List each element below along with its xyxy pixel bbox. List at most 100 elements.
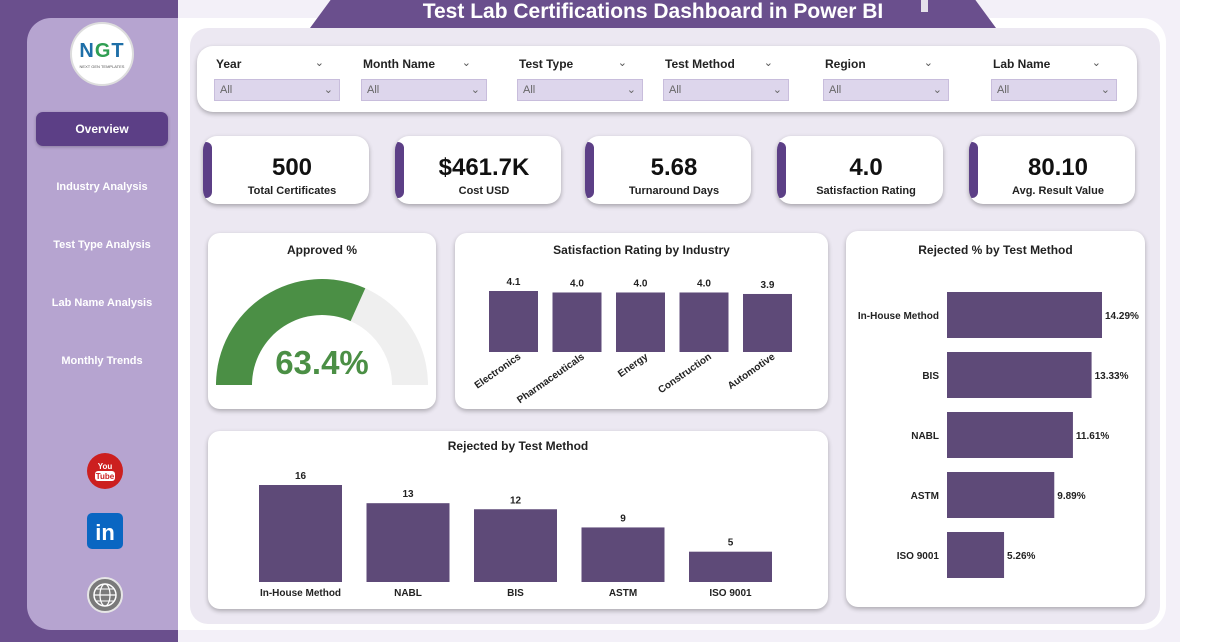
bar: [581, 527, 665, 582]
kpi-value: 4.0: [849, 154, 883, 181]
kpi-accent-bar: [777, 142, 786, 198]
data-label: 3.9: [761, 280, 775, 291]
data-label: 11.61%: [1076, 431, 1109, 442]
globe-icon[interactable]: [86, 576, 124, 614]
kpi-accent-bar: [585, 142, 594, 198]
kpi-card-turnaround-days: 5.68 Turnaround Days: [585, 136, 751, 204]
chart-title: Rejected % by Test Method: [918, 243, 1073, 257]
filter-label: Test Method: [665, 57, 735, 71]
filter-region: Region ⌄ All ⌄: [807, 52, 949, 102]
category-label: In-House Method: [260, 588, 341, 599]
rejected-pct-by-test-method-card: Rejected % by Test Method 14.29% In-House…: [846, 231, 1145, 607]
data-label: 9.89%: [1057, 491, 1085, 502]
bar: [616, 292, 665, 352]
svg-text:Tube: Tube: [96, 472, 115, 481]
data-label: 4.0: [697, 278, 711, 289]
filter-month-name: Month Name ⌄ All ⌄: [345, 52, 487, 102]
data-label: 5: [728, 538, 734, 549]
kpi-card-total-certificates: 500 Total Certificates: [203, 136, 369, 204]
bar: [489, 291, 538, 352]
nav-item-industry-analysis[interactable]: Industry Analysis: [36, 170, 168, 204]
kpi-label: Total Certificates: [247, 185, 337, 197]
bar: [552, 292, 602, 352]
filter-label: Test Type: [519, 57, 574, 71]
gauge-value-label: 63.4%: [275, 344, 369, 381]
filter-select[interactable]: All ⌄: [663, 79, 789, 101]
chevron-down-icon: ⌄: [1100, 84, 1110, 96]
chevron-down-icon: ⌄: [772, 84, 782, 96]
data-label: 12: [510, 495, 522, 506]
category-label: ASTM: [609, 588, 637, 599]
data-label: 4.1: [507, 277, 521, 288]
filter-select[interactable]: All ⌄: [361, 79, 487, 101]
svg-text:You: You: [98, 462, 113, 471]
chevron-down-icon[interactable]: ⌄: [923, 57, 933, 69]
nav-item-lab-name-analysis[interactable]: Lab Name Analysis: [36, 286, 168, 320]
kpi-card-satisfaction-rating: 4.0 Satisfaction Rating: [777, 136, 943, 204]
filter-value: All: [367, 84, 380, 96]
category-label: Pharmaceuticals: [515, 351, 587, 406]
nav-item-label: Overview: [75, 122, 129, 136]
bar: [947, 532, 1005, 578]
bar: [947, 472, 1055, 518]
chevron-down-icon: ⌄: [470, 84, 480, 96]
bar: [366, 503, 450, 582]
bar: [259, 485, 342, 582]
nav-item-test-type-analysis[interactable]: Test Type Analysis: [36, 228, 168, 262]
category-label: Construction: [656, 351, 713, 396]
kpi-accent-bar: [395, 142, 404, 198]
chevron-down-icon[interactable]: ⌄: [461, 57, 471, 69]
category-label: Electronics: [473, 351, 524, 391]
chevron-down-icon[interactable]: ⌄: [617, 57, 627, 69]
bar: [689, 551, 772, 582]
kpi-value: 500: [271, 154, 313, 181]
data-label: 4.0: [634, 278, 648, 289]
category-label: Automotive: [726, 351, 778, 392]
nav-item-overview[interactable]: Overview: [36, 112, 168, 146]
logo-text: NGT: [79, 39, 125, 62]
chevron-down-icon: ⌄: [932, 84, 942, 96]
chevron-down-icon: ⌄: [626, 84, 636, 96]
kpi-card-cost-usd: $461.7K Cost USD: [395, 136, 561, 204]
kpi-label: Cost USD: [458, 185, 510, 197]
data-label: 5.26%: [1007, 551, 1035, 562]
nav-item-monthly-trends[interactable]: Monthly Trends: [36, 344, 168, 378]
data-label: 13: [402, 489, 414, 500]
filter-value: All: [669, 84, 682, 96]
youtube-icon[interactable]: You Tube: [86, 452, 124, 490]
filter-test-method: Test Method ⌄ All ⌄: [647, 52, 789, 102]
approved-gauge-card: Approved % 63.4%: [208, 233, 436, 409]
kpi-value: 80.10: [1027, 154, 1089, 181]
kpi-value: $461.7K: [438, 154, 530, 181]
category-label: BIS: [922, 371, 939, 382]
chevron-down-icon[interactable]: ⌄: [763, 57, 773, 69]
category-label: ISO 9001: [709, 588, 752, 599]
bar: [947, 412, 1073, 458]
logo: NGT NEXT GEN TEMPLATES: [70, 22, 134, 86]
kpi-accent-bar: [969, 142, 978, 198]
right-background-band: [1180, 0, 1210, 642]
filter-label: Lab Name: [993, 57, 1051, 71]
chart-title: Rejected by Test Method: [447, 439, 589, 453]
chevron-down-icon[interactable]: ⌄: [314, 57, 324, 69]
logo-subtext: NEXT GEN TEMPLATES: [79, 63, 125, 69]
category-label: BIS: [507, 588, 524, 599]
bar: [474, 509, 557, 582]
satisfaction-bar-chart: 4.1 Electronics 4.0 Pharmaceuticals 4.0 Energ…: [473, 277, 792, 406]
nav-item-label: Test Type Analysis: [53, 239, 151, 251]
category-label: In-House Method: [858, 311, 939, 322]
filter-value: All: [523, 84, 536, 96]
category-label: ASTM: [911, 491, 939, 502]
linkedin-icon[interactable]: in: [86, 512, 124, 550]
filter-select[interactable]: All ⌄: [517, 79, 643, 101]
bar: [679, 292, 729, 352]
filter-select[interactable]: All ⌄: [214, 79, 340, 101]
filter-select[interactable]: All ⌄: [991, 79, 1117, 101]
data-label: 4.0: [570, 278, 584, 289]
filter-value: All: [829, 84, 842, 96]
filter-label: Month Name: [363, 57, 435, 71]
filter-select[interactable]: All ⌄: [823, 79, 949, 101]
kpi-label: Turnaround Days: [628, 185, 720, 197]
gauge-chart: [216, 278, 428, 385]
chevron-down-icon[interactable]: ⌄: [1091, 57, 1101, 69]
